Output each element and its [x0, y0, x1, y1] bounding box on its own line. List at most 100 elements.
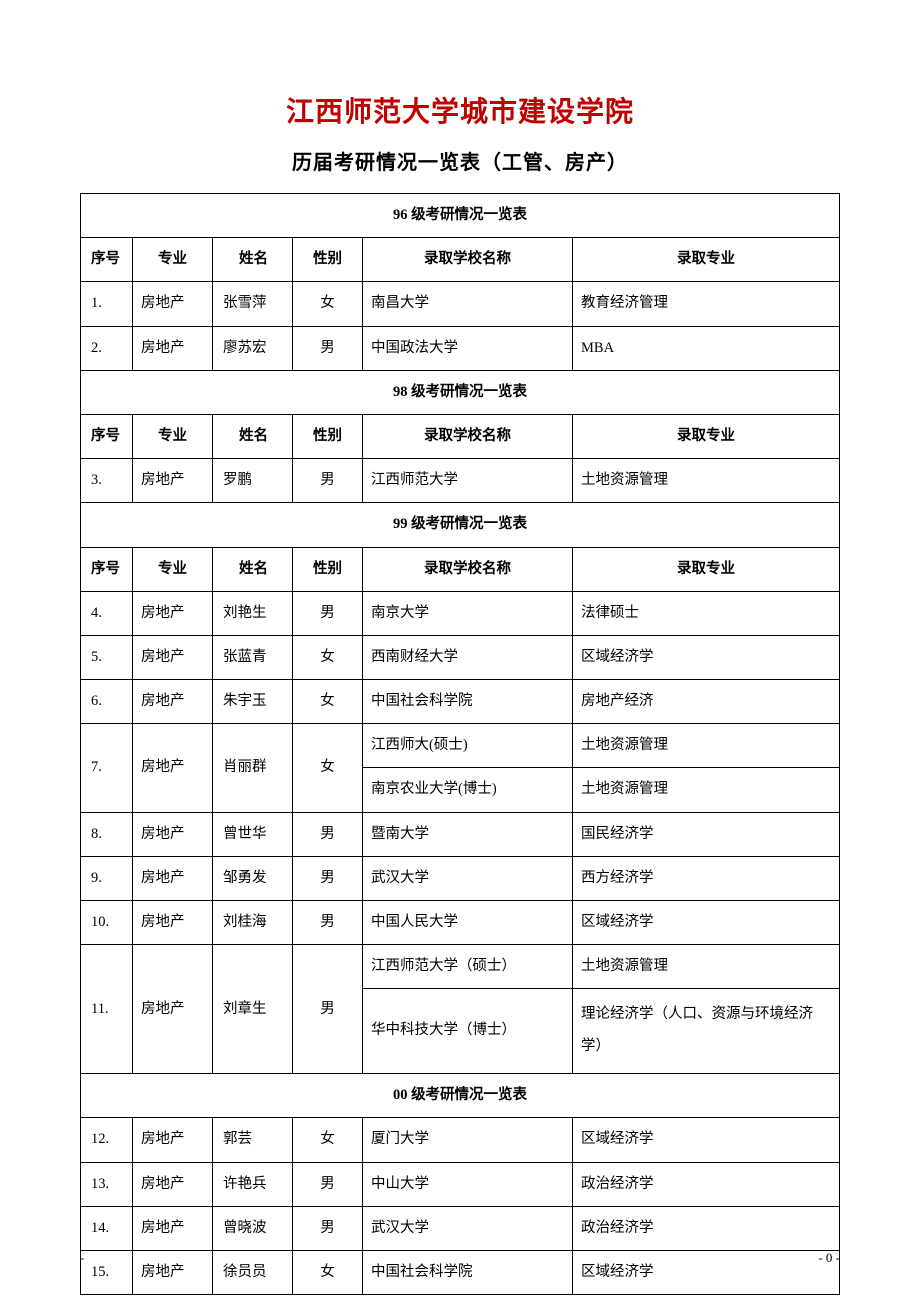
cell-idx: 11. [81, 945, 133, 1074]
table-row: 2. 房地产 廖苏宏 男 中国政法大学 MBA [81, 326, 840, 370]
cell-major: 房地产 [133, 945, 213, 1074]
col-school: 录取学校名称 [363, 547, 573, 591]
cell-name: 罗鹏 [213, 459, 293, 503]
cell-prof: 西方经济学 [573, 856, 840, 900]
col-prof: 录取专业 [573, 547, 840, 591]
section-header-99: 99 级考研情况一览表 [81, 503, 840, 547]
column-header-row: 序号 专业 姓名 性别 录取学校名称 录取专业 [81, 547, 840, 591]
cell-idx: 5. [81, 635, 133, 679]
cell-prof: 土地资源管理 [573, 459, 840, 503]
footer-right: - 0 - [818, 1250, 840, 1266]
column-header-row: 序号 专业 姓名 性别 录取学校名称 录取专业 [81, 238, 840, 282]
cell-major: 房地产 [133, 1118, 213, 1162]
cell-gender: 女 [293, 1118, 363, 1162]
cell-idx: 14. [81, 1206, 133, 1250]
page-title: 江西师范大学城市建设学院 [80, 90, 840, 130]
cell-school: 中国社会科学院 [363, 680, 573, 724]
cell-idx: 1. [81, 282, 133, 326]
col-major: 专业 [133, 238, 213, 282]
cell-idx: 2. [81, 326, 133, 370]
section-header-98: 98 级考研情况一览表 [81, 370, 840, 414]
section-header-96: 96 级考研情况一览表 [81, 194, 840, 238]
page-subtitle: 历届考研情况一览表（工管、房产） [80, 146, 840, 175]
cell-prof: 政治经济学 [573, 1206, 840, 1250]
cell-school: 中国政法大学 [363, 326, 573, 370]
table-row: 7. 房地产 肖丽群 女 江西师大(硕士) 土地资源管理 [81, 724, 840, 768]
cell-major: 房地产 [133, 724, 213, 812]
cell-school: 西南财经大学 [363, 635, 573, 679]
col-gender: 性别 [293, 414, 363, 458]
cell-gender: 男 [293, 856, 363, 900]
cell-major: 房地产 [133, 282, 213, 326]
column-header-row: 序号 专业 姓名 性别 录取学校名称 录取专业 [81, 414, 840, 458]
cell-prof: 土地资源管理 [573, 768, 840, 812]
col-major: 专业 [133, 547, 213, 591]
col-gender: 性别 [293, 547, 363, 591]
cell-prof: 区域经济学 [573, 635, 840, 679]
exam-table: 96 级考研情况一览表 序号 专业 姓名 性别 录取学校名称 录取专业 1. 房… [80, 193, 840, 1295]
cell-gender: 女 [293, 282, 363, 326]
cell-school: 华中科技大学（博士） [363, 989, 573, 1074]
cell-idx: 7. [81, 724, 133, 812]
table-row: 6. 房地产 朱宇玉 女 中国社会科学院 房地产经济 [81, 680, 840, 724]
cell-major: 房地产 [133, 635, 213, 679]
table-row: 14. 房地产 曾晓波 男 武汉大学 政治经济学 [81, 1206, 840, 1250]
cell-name: 刘章生 [213, 945, 293, 1074]
cell-name: 邹勇发 [213, 856, 293, 900]
cell-major: 房地产 [133, 459, 213, 503]
cell-gender: 男 [293, 1162, 363, 1206]
table-row: 3. 房地产 罗鹏 男 江西师范大学 土地资源管理 [81, 459, 840, 503]
col-idx: 序号 [81, 547, 133, 591]
table-row: 11. 房地产 刘章生 男 江西师范大学（硕士） 土地资源管理 [81, 945, 840, 989]
cell-idx: 10. [81, 901, 133, 945]
cell-major: 房地产 [133, 1206, 213, 1250]
cell-name: 张蓝青 [213, 635, 293, 679]
cell-major: 房地产 [133, 1162, 213, 1206]
cell-school: 中山大学 [363, 1162, 573, 1206]
cell-gender: 女 [293, 680, 363, 724]
cell-prof: 法律硕士 [573, 591, 840, 635]
cell-school: 武汉大学 [363, 1206, 573, 1250]
cell-idx: 12. [81, 1118, 133, 1162]
cell-gender: 男 [293, 901, 363, 945]
cell-school: 江西师范大学（硕士） [363, 945, 573, 989]
cell-name: 廖苏宏 [213, 326, 293, 370]
table-row: 5. 房地产 张蓝青 女 西南财经大学 区域经济学 [81, 635, 840, 679]
col-prof: 录取专业 [573, 238, 840, 282]
section-title: 96 级考研情况一览表 [81, 194, 840, 238]
cell-gender: 男 [293, 459, 363, 503]
cell-gender: 男 [293, 945, 363, 1074]
cell-name: 郭芸 [213, 1118, 293, 1162]
cell-prof: 土地资源管理 [573, 724, 840, 768]
cell-name: 曾世华 [213, 812, 293, 856]
cell-school: 江西师范大学 [363, 459, 573, 503]
cell-school: 江西师大(硕士) [363, 724, 573, 768]
cell-gender: 女 [293, 724, 363, 812]
cell-prof: 国民经济学 [573, 812, 840, 856]
col-name: 姓名 [213, 414, 293, 458]
cell-name: 刘桂海 [213, 901, 293, 945]
section-header-00: 00 级考研情况一览表 [81, 1074, 840, 1118]
col-idx: 序号 [81, 238, 133, 282]
cell-prof: 区域经济学 [573, 1118, 840, 1162]
cell-school: 中国人民大学 [363, 901, 573, 945]
cell-name: 张雪萍 [213, 282, 293, 326]
cell-idx: 8. [81, 812, 133, 856]
cell-school: 暨南大学 [363, 812, 573, 856]
col-gender: 性别 [293, 238, 363, 282]
cell-school: 南京大学 [363, 591, 573, 635]
cell-school: 厦门大学 [363, 1118, 573, 1162]
cell-major: 房地产 [133, 812, 213, 856]
table-row: 13. 房地产 许艳兵 男 中山大学 政治经济学 [81, 1162, 840, 1206]
cell-name: 肖丽群 [213, 724, 293, 812]
cell-school: 南昌大学 [363, 282, 573, 326]
section-title: 98 级考研情况一览表 [81, 370, 840, 414]
col-name: 姓名 [213, 547, 293, 591]
cell-name: 曾晓波 [213, 1206, 293, 1250]
cell-idx: 13. [81, 1162, 133, 1206]
page-footer: - - 0 - [80, 1250, 840, 1266]
cell-prof: MBA [573, 326, 840, 370]
cell-major: 房地产 [133, 856, 213, 900]
cell-school: 武汉大学 [363, 856, 573, 900]
cell-name: 朱宇玉 [213, 680, 293, 724]
